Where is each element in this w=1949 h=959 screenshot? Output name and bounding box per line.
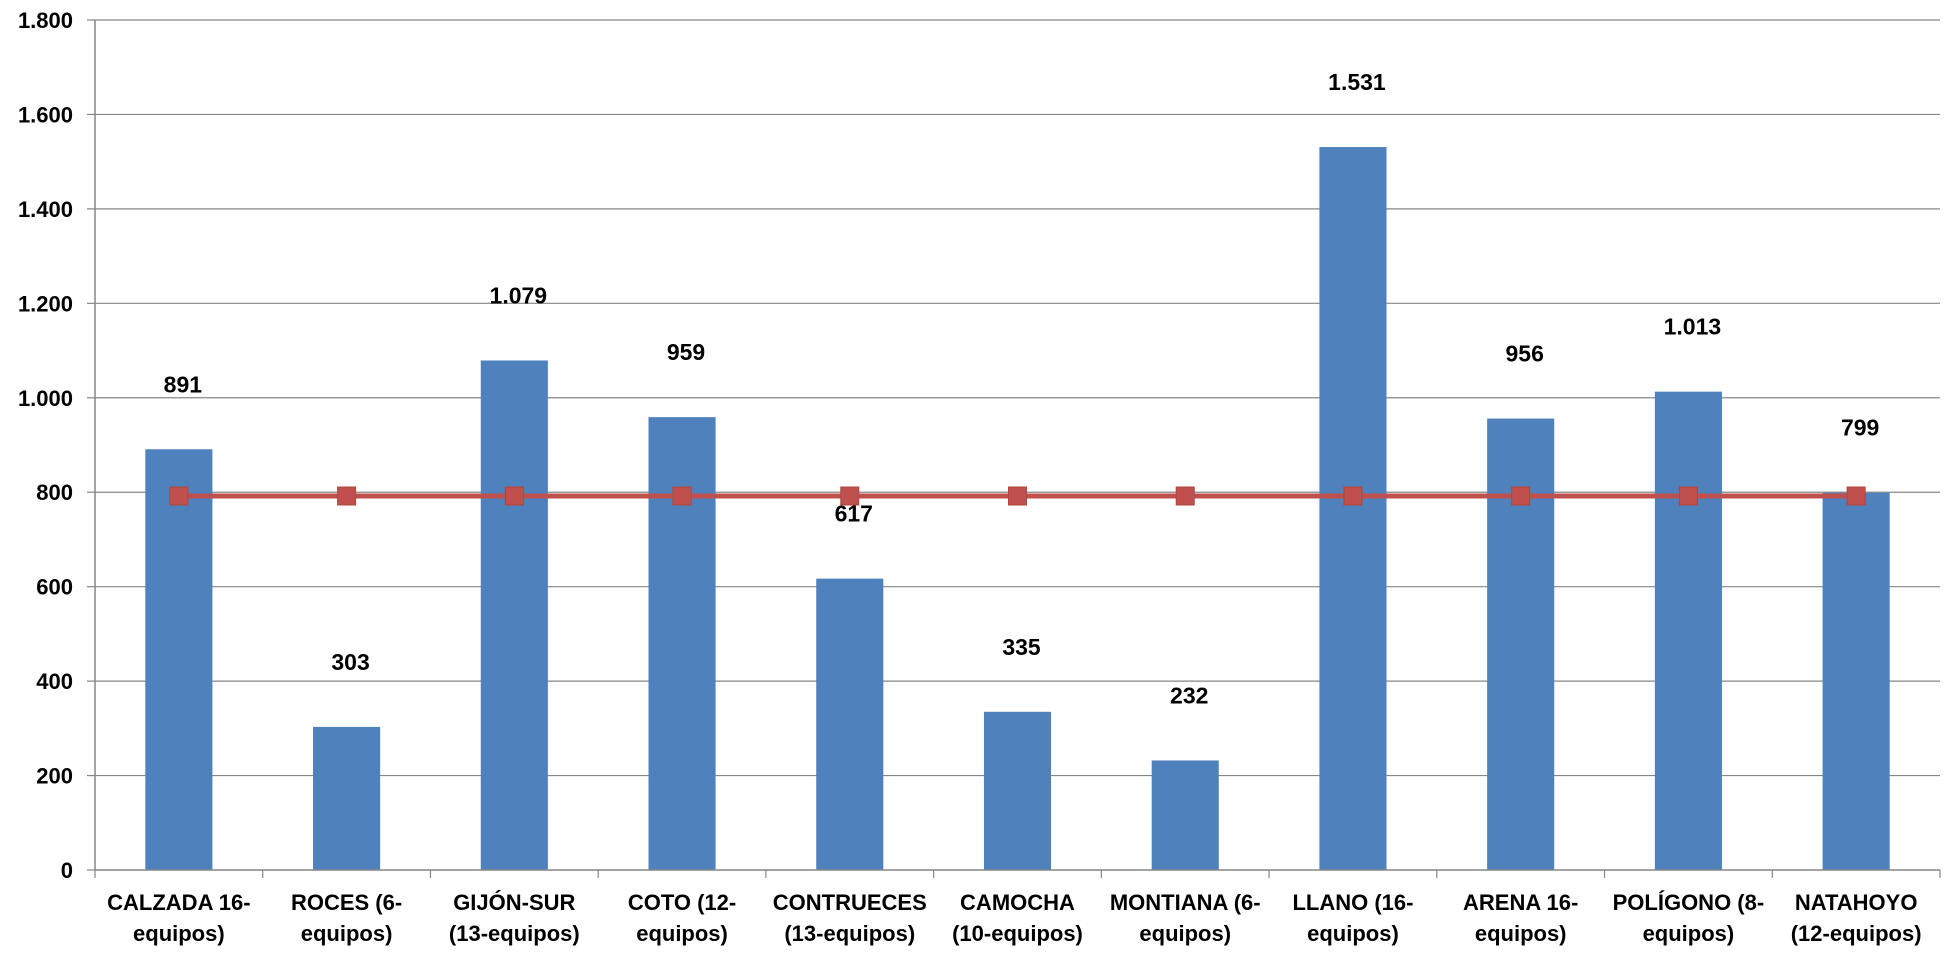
line-marker xyxy=(337,486,357,506)
x-tick-label-line: POLÍGONO (8- xyxy=(1613,890,1765,915)
x-tick-label: ROCES (6- equipos) xyxy=(291,890,402,946)
x-tick-label: CAMOCHA (10-equipos) xyxy=(952,890,1083,946)
axes xyxy=(87,19,1941,878)
y-tick-label: 1.400 xyxy=(18,197,73,222)
x-tick-label: GIJÓN-SUR (13-equipos) xyxy=(449,890,580,946)
y-tick-label: 800 xyxy=(36,480,73,505)
x-tick-label-line: COTO (12- xyxy=(628,890,736,915)
line-marker xyxy=(1511,486,1531,506)
bar xyxy=(816,578,884,870)
x-tick-label: ARENA 16- equipos) xyxy=(1463,890,1578,946)
x-tick-label-line: equipos) xyxy=(133,921,225,946)
line-marker xyxy=(672,486,692,506)
gridlines xyxy=(95,19,1940,777)
x-tick-label-line: ARENA 16- xyxy=(1463,890,1578,915)
line-marker xyxy=(1008,486,1027,506)
y-tick-label: 1.800 xyxy=(18,8,73,33)
y-tick-label: 1.600 xyxy=(18,102,73,127)
x-tick-label-line: equipos) xyxy=(301,921,393,946)
bar xyxy=(1151,760,1219,870)
line-marker xyxy=(1343,486,1363,506)
bar xyxy=(313,726,381,870)
x-tick-label: POLÍGONO (8- equipos) xyxy=(1613,890,1765,946)
bar xyxy=(1319,147,1387,870)
bar-value-label: 959 xyxy=(667,339,705,365)
x-tick-label-line: MONTIANA (6- xyxy=(1110,890,1261,915)
bar-value-label: 1.531 xyxy=(1328,69,1386,95)
x-tick-label: NATAHOYO (12-equipos) xyxy=(1791,890,1922,946)
bar xyxy=(1487,418,1555,870)
bar-value-label: 891 xyxy=(164,371,203,397)
x-tick-label-line: equipos) xyxy=(1139,921,1231,946)
x-tick-label-line: equipos) xyxy=(1475,921,1567,946)
average-line-series xyxy=(169,486,1866,506)
bar xyxy=(648,417,716,870)
bar-value-label: 232 xyxy=(1170,682,1208,708)
x-axis-tick-labels: CALZADA 16- equipos) ROCES (6- equipos) GIJÓ… xyxy=(107,890,1921,946)
bar xyxy=(1654,391,1722,870)
line-marker xyxy=(169,486,189,506)
line-marker xyxy=(1846,486,1866,506)
x-tick-label: MONTIANA (6- equipos) xyxy=(1110,890,1261,946)
y-tick-label: 1.200 xyxy=(18,291,73,316)
x-tick-label-line: NATAHOYO xyxy=(1795,890,1918,915)
bar xyxy=(1822,492,1890,870)
bar-value-label: 956 xyxy=(1505,341,1543,367)
x-tick-label-line: (12-equipos) xyxy=(1791,921,1922,946)
bar xyxy=(983,711,1052,870)
x-tick-label-line: ROCES (6- xyxy=(291,890,402,915)
y-tick-label: 400 xyxy=(36,669,73,694)
bar-value-label: 303 xyxy=(331,649,369,675)
x-tick-label: COTO (12- equipos) xyxy=(628,890,736,946)
bar-value-label: 1.013 xyxy=(1664,314,1722,340)
y-axis-tick-labels: 0 200 400 600 800 1.000 1.200 1.400 1.600 1.800 xyxy=(18,8,73,883)
x-tick-label-line: CONTRUECES xyxy=(773,890,927,915)
bar-value-label: 335 xyxy=(1002,634,1041,660)
bar-value-label: 1.079 xyxy=(490,282,548,308)
x-tick-label-line: (13-equipos) xyxy=(784,921,915,946)
x-tick-label: CALZADA 16- equipos) xyxy=(107,890,250,946)
bar-value-label: 799 xyxy=(1841,415,1879,441)
x-tick-label-line: equipos) xyxy=(1307,921,1399,946)
x-tick-label: LLANO (16- equipos) xyxy=(1292,890,1413,946)
x-tick-label-line: LLANO (16- xyxy=(1292,890,1413,915)
x-tick-label-line: equipos) xyxy=(636,921,728,946)
x-tick-label-line: CAMOCHA xyxy=(960,890,1075,915)
y-tick-label: 200 xyxy=(36,764,73,789)
bar xyxy=(480,360,548,870)
bar xyxy=(145,449,213,870)
bars xyxy=(145,147,1890,870)
x-tick-label-line: (10-equipos) xyxy=(952,921,1083,946)
line-marker xyxy=(840,486,860,506)
x-tick-label-line: equipos) xyxy=(1643,921,1735,946)
line-marker xyxy=(1678,486,1698,506)
line-marker xyxy=(504,486,524,506)
y-tick-label: 1.000 xyxy=(18,386,73,411)
x-tick-label: CONTRUECES (13-equipos) xyxy=(773,890,927,946)
x-tick-label-line: CALZADA 16- xyxy=(107,890,250,915)
x-tick-label-line: (13-equipos) xyxy=(449,921,580,946)
x-tick-label-line: GIJÓN-SUR xyxy=(453,890,575,915)
y-tick-label: 0 xyxy=(61,858,73,883)
y-tick-label: 600 xyxy=(36,575,73,600)
line-marker xyxy=(1175,486,1195,506)
